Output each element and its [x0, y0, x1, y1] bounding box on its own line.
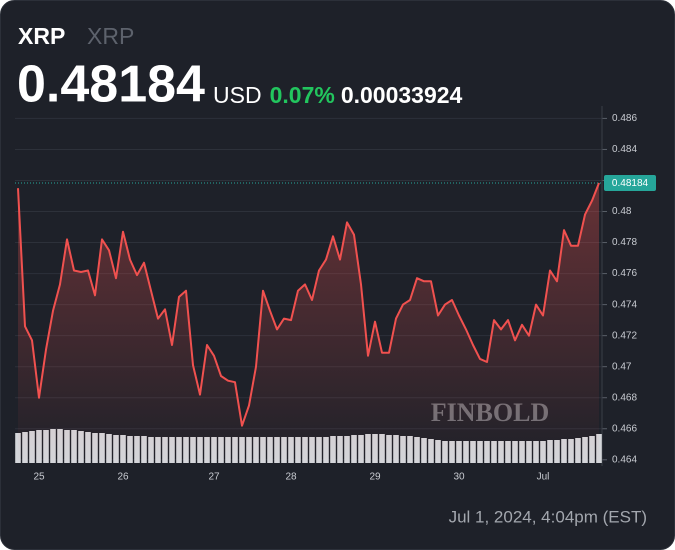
- asset-name: XRP: [87, 23, 134, 49]
- y-tick-label: 0.48: [612, 206, 632, 217]
- y-tick-label: 0.47: [612, 361, 632, 372]
- chart: FINBOLD0.4640.4660.4680.470.4720.4740.47…: [15, 106, 656, 483]
- x-tick-label: 25: [33, 472, 45, 483]
- y-tick-label: 0.484: [612, 144, 637, 155]
- y-tick-label: 0.478: [612, 237, 637, 248]
- currency: USD: [213, 82, 262, 108]
- symbol: XRP: [18, 23, 65, 49]
- price: 0.48184: [17, 56, 205, 114]
- y-tick-label: 0.472: [612, 330, 637, 341]
- x-tick-label: 29: [369, 472, 381, 483]
- x-tick-label: 27: [208, 472, 220, 483]
- x-tick-label: 26: [117, 472, 129, 483]
- y-tick-label: 0.464: [612, 454, 637, 465]
- x-tick-label: 28: [285, 472, 297, 483]
- area-fill: [18, 183, 599, 466]
- last-price-box: [604, 174, 656, 191]
- change: 0.00033924: [341, 82, 463, 108]
- price-line: [17, 182, 600, 427]
- y-tick-label: 0.476: [612, 268, 637, 279]
- y-tick-label: 0.474: [612, 299, 637, 310]
- y-tick-label: 0.468: [612, 392, 637, 403]
- x-tick-label: Jul: [537, 472, 550, 483]
- last-price-label: 0.48184: [612, 178, 649, 189]
- x-tick-label: 30: [453, 472, 465, 483]
- timestamp: Jul 1, 2024, 4:04pm (EST): [449, 507, 647, 526]
- change-percent: 0.07%: [270, 82, 335, 108]
- y-tick-label: 0.486: [612, 113, 637, 124]
- y-tick-label: 0.466: [612, 423, 637, 434]
